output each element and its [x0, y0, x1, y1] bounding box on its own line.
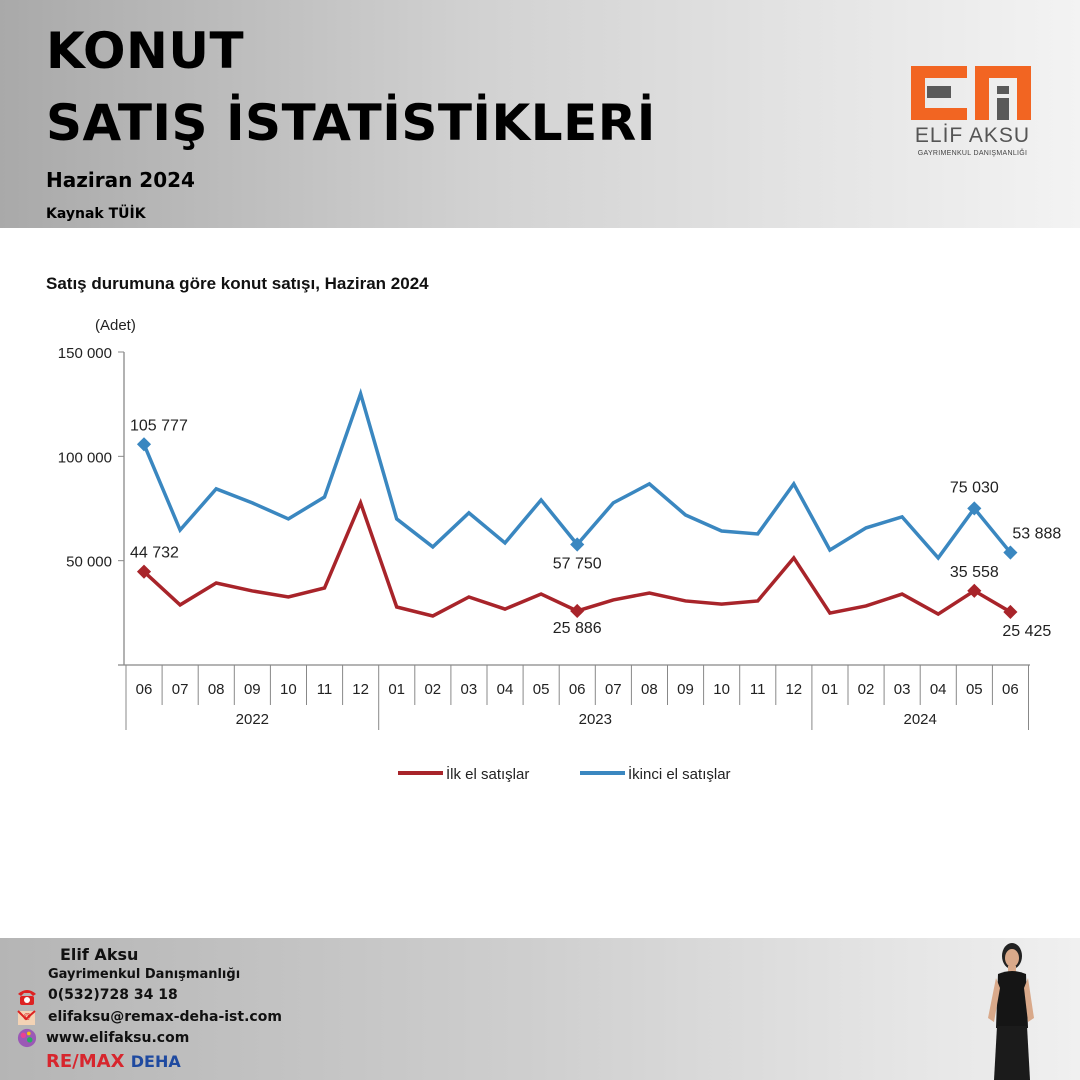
x-tick-label: 04	[497, 681, 514, 698]
x-tick-label: 06	[1002, 681, 1019, 698]
elif-aksu-logo: ELİF AKSU GAYRIMENKUL DANIŞMANLIĞI	[905, 62, 1040, 162]
x-tick-label: 12	[785, 681, 802, 698]
source-label: Kaynak TÜİK	[46, 206, 146, 222]
data-point-marker	[1003, 604, 1018, 620]
year-label: 2023	[579, 711, 612, 728]
data-label: 57 750	[553, 555, 602, 572]
x-tick-label: 10	[713, 681, 730, 698]
footer-contact: Elif Aksu Gayrimenkul Danışmanlığı 0(532…	[0, 938, 1080, 1080]
logo-name: ELİF AKSU	[914, 124, 1031, 147]
logo-tagline: GAYRIMENKUL DANIŞMANLIĞI	[917, 150, 1028, 157]
remax-deha-logo: RE/MAX DEHA	[46, 1051, 181, 1072]
header-banner: KONUT SATIŞ İSTATİSTİKLERİ Haziran 2024 …	[0, 0, 1080, 228]
globe-icon	[17, 1028, 37, 1048]
data-point-marker	[1003, 545, 1018, 560]
y-tick-label: 100 000	[58, 449, 112, 466]
data-label: 25 425	[1002, 623, 1051, 640]
x-tick-label: 09	[244, 681, 261, 698]
x-tick-label: 01	[388, 681, 405, 698]
x-tick-label: 07	[172, 681, 189, 698]
year-label: 2022	[236, 711, 269, 728]
legend-label: İkinci el satışlar	[628, 765, 731, 783]
x-tick-label: 02	[424, 681, 441, 698]
data-point-marker	[967, 583, 982, 598]
data-point-marker	[570, 537, 585, 552]
x-tick-label: 08	[641, 681, 658, 698]
x-tick-label: 08	[208, 681, 225, 698]
office-brand: DEHA	[130, 1052, 181, 1071]
ea-monogram-icon	[911, 66, 1031, 120]
sales-chart: Satış durumuna göre konut satışı, Hazira…	[0, 228, 1080, 938]
data-point-marker	[570, 603, 585, 619]
x-tick-label: 03	[894, 681, 911, 698]
x-tick-label: 06	[136, 681, 153, 698]
period-subtitle: Haziran 2024	[46, 168, 195, 192]
x-tick-label: 11	[750, 681, 766, 698]
x-tick-label: 04	[930, 681, 947, 698]
agent-photo	[988, 943, 1034, 1080]
x-tick-label: 07	[605, 681, 622, 698]
series-line-ikinci-el	[142, 387, 1012, 561]
legend-label: İlk el satışlar	[446, 765, 529, 783]
x-tick-label: 06	[569, 681, 586, 698]
website-link[interactable]: www.elifaksu.com	[46, 1030, 189, 1046]
data-point-marker	[136, 437, 152, 452]
y-axis-label: (Adet)	[95, 317, 136, 334]
email-icon: @	[17, 1010, 36, 1025]
x-tick-label: 05	[966, 681, 983, 698]
page-title-line2: SATIŞ İSTATİSTİKLERİ	[46, 94, 656, 152]
x-tick-label: 05	[533, 681, 550, 698]
x-tick-label: 10	[280, 681, 297, 698]
svg-text:@: @	[23, 1012, 31, 1021]
line-chart: Satış durumuna göre konut satışı, Hazira…	[46, 274, 1061, 783]
x-tick-label: 12	[352, 681, 369, 698]
x-tick-label: 02	[858, 681, 875, 698]
y-tick-label: 50 000	[66, 554, 112, 571]
phone-icon	[18, 990, 36, 1005]
year-label: 2024	[904, 711, 937, 728]
phone-number[interactable]: 0(532)728 34 18	[48, 987, 178, 1003]
data-point-marker	[136, 564, 152, 579]
page-title-line1: KONUT	[46, 22, 245, 80]
x-tick-label: 09	[677, 681, 694, 698]
x-tick-label: 11	[317, 681, 333, 698]
website-text: www.elifaksu.com	[46, 1030, 190, 1046]
email-link[interactable]: elifaksu@remax-deha-ist.com	[48, 1009, 282, 1025]
x-tick-label: 01	[822, 681, 839, 698]
chart-title: Satış durumuna göre konut satışı, Hazira…	[46, 274, 429, 293]
data-label: 44 732	[130, 545, 179, 562]
data-label: 35 558	[950, 564, 999, 581]
agent-title: Gayrimenkul Danışmanlığı	[48, 967, 241, 982]
data-label: 25 886	[553, 620, 602, 637]
data-label: 105 777	[130, 417, 188, 434]
agent-name: Elif Aksu	[60, 945, 139, 964]
y-tick-label: 150 000	[58, 345, 112, 362]
data-point-marker	[967, 501, 982, 516]
remax-brand: RE/MAX	[46, 1051, 125, 1072]
data-label: 53 888	[1012, 526, 1061, 543]
x-tick-label: 03	[461, 681, 478, 698]
data-label: 75 030	[950, 479, 999, 496]
